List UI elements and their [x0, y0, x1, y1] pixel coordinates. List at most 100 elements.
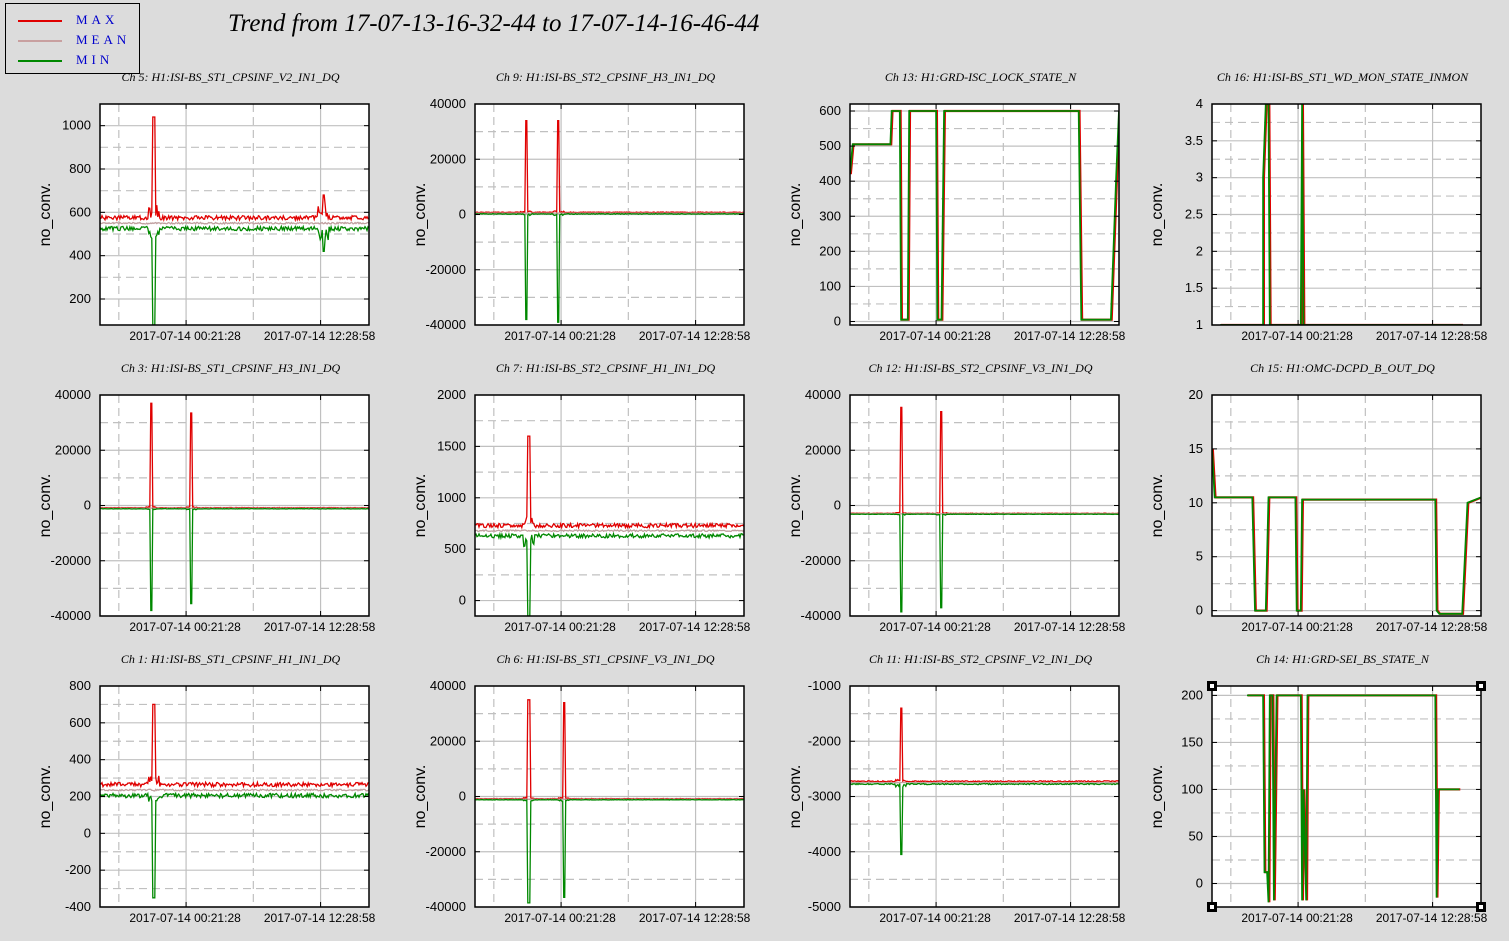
chart-title: Ch 3: H1:ISI-BS_ST1_CPSINF_H3_IN1_DQ — [121, 361, 341, 375]
x-tick-label: 2017-07-14 12:28:58 — [264, 911, 376, 925]
y-tick-label: 0 — [1196, 603, 1203, 618]
series-min — [1220, 104, 1463, 325]
y-tick-label: -2000 — [808, 733, 841, 748]
y-tick-label: -40000 — [801, 608, 841, 623]
y-tick-label: 20 — [1189, 387, 1203, 402]
y-tick-label: -200 — [65, 862, 91, 877]
y-tick-label: 200 — [69, 789, 91, 804]
series-mean — [100, 221, 369, 226]
plot-border — [1211, 685, 1482, 908]
chart-panel-6: Ch 7: H1:ISI-BS_ST2_CPSINF_H1_IN1_DQ 0 500… — [412, 361, 751, 634]
plot-border — [849, 103, 1120, 326]
y-tick-label: -1000 — [808, 678, 841, 693]
plot-border — [1211, 394, 1482, 617]
y-axis-label: no_conv. — [787, 183, 804, 247]
y-axis-label: no_conv. — [412, 474, 429, 538]
series-group — [1220, 104, 1464, 325]
y-tick-label: 800 — [69, 161, 91, 176]
y-tick-label: 40000 — [55, 387, 91, 402]
y-tick-label: 5 — [1196, 549, 1203, 564]
y-tick-label: 20000 — [805, 442, 841, 457]
chart-title: Ch 11: H1:ISI-BS_ST2_CPSINF_V2_IN1_DQ — [869, 652, 1092, 666]
x-tick-label: 2017-07-14 00:21:28 — [879, 620, 991, 634]
x-tick-label: 2017-07-14 00:21:28 — [504, 620, 616, 634]
legend-label-max: MAX — [76, 12, 119, 27]
y-tick-label: 100 — [819, 278, 841, 293]
y-tick-label: -20000 — [801, 553, 841, 568]
series-min — [850, 110, 1119, 321]
x-tick-label: 2017-07-14 12:28:58 — [1376, 911, 1488, 925]
selection-handle-inner — [1210, 905, 1214, 909]
chart-title: Ch 7: H1:ISI-BS_ST2_CPSINF_H1_IN1_DQ — [496, 361, 716, 375]
y-tick-label: 20000 — [430, 151, 466, 166]
y-tick-label: 40000 — [430, 678, 466, 693]
y-tick-label: 3 — [1196, 170, 1203, 185]
y-axis-label: no_conv. — [1149, 474, 1166, 538]
x-tick-label: 2017-07-14 12:28:58 — [639, 329, 751, 343]
legend-swatch-min — [18, 60, 62, 62]
legend-label-mean: MEAN — [76, 32, 131, 47]
y-tick-label: 800 — [69, 678, 91, 693]
series-group — [850, 406, 1119, 613]
series-min — [475, 212, 744, 323]
y-tick-label: 200 — [819, 243, 841, 258]
chart-title: Ch 16: H1:ISI-BS_ST1_WD_MON_STATE_INMON — [1217, 70, 1469, 84]
y-axis-label: no_conv. — [1149, 765, 1166, 829]
series-mean — [100, 788, 369, 792]
legend-label-min: MIN — [76, 52, 114, 67]
x-tick-label: 2017-07-14 12:28:58 — [1376, 620, 1488, 634]
series-group — [850, 707, 1119, 856]
y-tick-label: 1.5 — [1185, 280, 1203, 295]
y-tick-label: -40000 — [426, 317, 466, 332]
y-tick-label: 0 — [1196, 875, 1203, 890]
y-tick-label: -40000 — [51, 608, 91, 623]
y-tick-label: 15 — [1189, 441, 1203, 456]
chart-title: Ch 5: H1:ISI-BS_ST1_CPSINF_V2_IN1_DQ — [122, 70, 340, 84]
series-mean — [475, 528, 744, 533]
series-group — [1247, 694, 1461, 903]
selection-handle-inner — [1479, 905, 1483, 909]
plot-border — [474, 394, 745, 617]
y-tick-label: 1 — [1196, 317, 1203, 332]
x-tick-label: 2017-07-14 00:21:28 — [879, 911, 991, 925]
chart-panel-12: Ch 14: H1:GRD-SEI_BS_STATE_N 0 50 100 150 200… — [1149, 652, 1488, 925]
legend-swatch-max — [18, 20, 62, 22]
series-group — [100, 402, 369, 612]
y-tick-label: 0 — [459, 207, 466, 222]
x-tick-label: 2017-07-14 12:28:58 — [1376, 329, 1488, 343]
chart-panel-5: Ch 3: H1:ISI-BS_ST1_CPSINF_H3_IN1_DQ -400… — [37, 361, 376, 634]
y-tick-label: 400 — [819, 173, 841, 188]
plot-area — [475, 395, 744, 616]
series-min — [850, 513, 1119, 613]
series-group — [475, 699, 744, 904]
series-max — [475, 435, 744, 530]
chart-panel-8: Ch 15: H1:OMC-DCPD_B_OUT_DQ 0 5 10 15 20 2017-… — [1149, 361, 1488, 634]
series-min — [1212, 448, 1481, 615]
y-tick-label: 0 — [84, 825, 91, 840]
x-tick-label: 2017-07-14 00:21:28 — [504, 911, 616, 925]
y-axis-label: no_conv. — [787, 765, 804, 829]
y-tick-label: 1500 — [437, 438, 466, 453]
chart-title: Ch 1: H1:ISI-BS_ST1_CPSINF_H1_IN1_DQ — [121, 652, 341, 666]
x-tick-label: 2017-07-14 12:28:58 — [1014, 911, 1126, 925]
selection-handle-inner — [1210, 684, 1214, 688]
y-tick-label: 600 — [819, 103, 841, 118]
y-tick-label: 4 — [1196, 96, 1203, 111]
chart-panel-3: Ch 13: H1:GRD-ISC_LOCK_STATE_N 0 100 200 300… — [787, 70, 1126, 343]
y-tick-label: 2000 — [437, 387, 466, 402]
plot-border — [99, 103, 370, 326]
y-tick-label: 2.5 — [1185, 207, 1203, 222]
chart-title: Ch 14: H1:GRD-SEI_BS_STATE_N — [1256, 652, 1430, 666]
chart-title: Ch 15: H1:OMC-DCPD_B_OUT_DQ — [1250, 361, 1435, 375]
y-axis-label: no_conv. — [37, 474, 54, 538]
y-tick-label: 600 — [69, 204, 91, 219]
series-min — [850, 782, 1119, 856]
y-tick-label: -20000 — [51, 553, 91, 568]
x-tick-label: 2017-07-14 00:21:28 — [1241, 620, 1353, 634]
chart-panel-1: Ch 5: H1:ISI-BS_ST1_CPSINF_V2_IN1_DQ 200 4… — [37, 70, 376, 343]
series-min — [475, 531, 744, 616]
y-tick-label: 500 — [819, 138, 841, 153]
x-tick-label: 2017-07-14 00:21:28 — [129, 911, 241, 925]
series-group — [100, 703, 369, 899]
